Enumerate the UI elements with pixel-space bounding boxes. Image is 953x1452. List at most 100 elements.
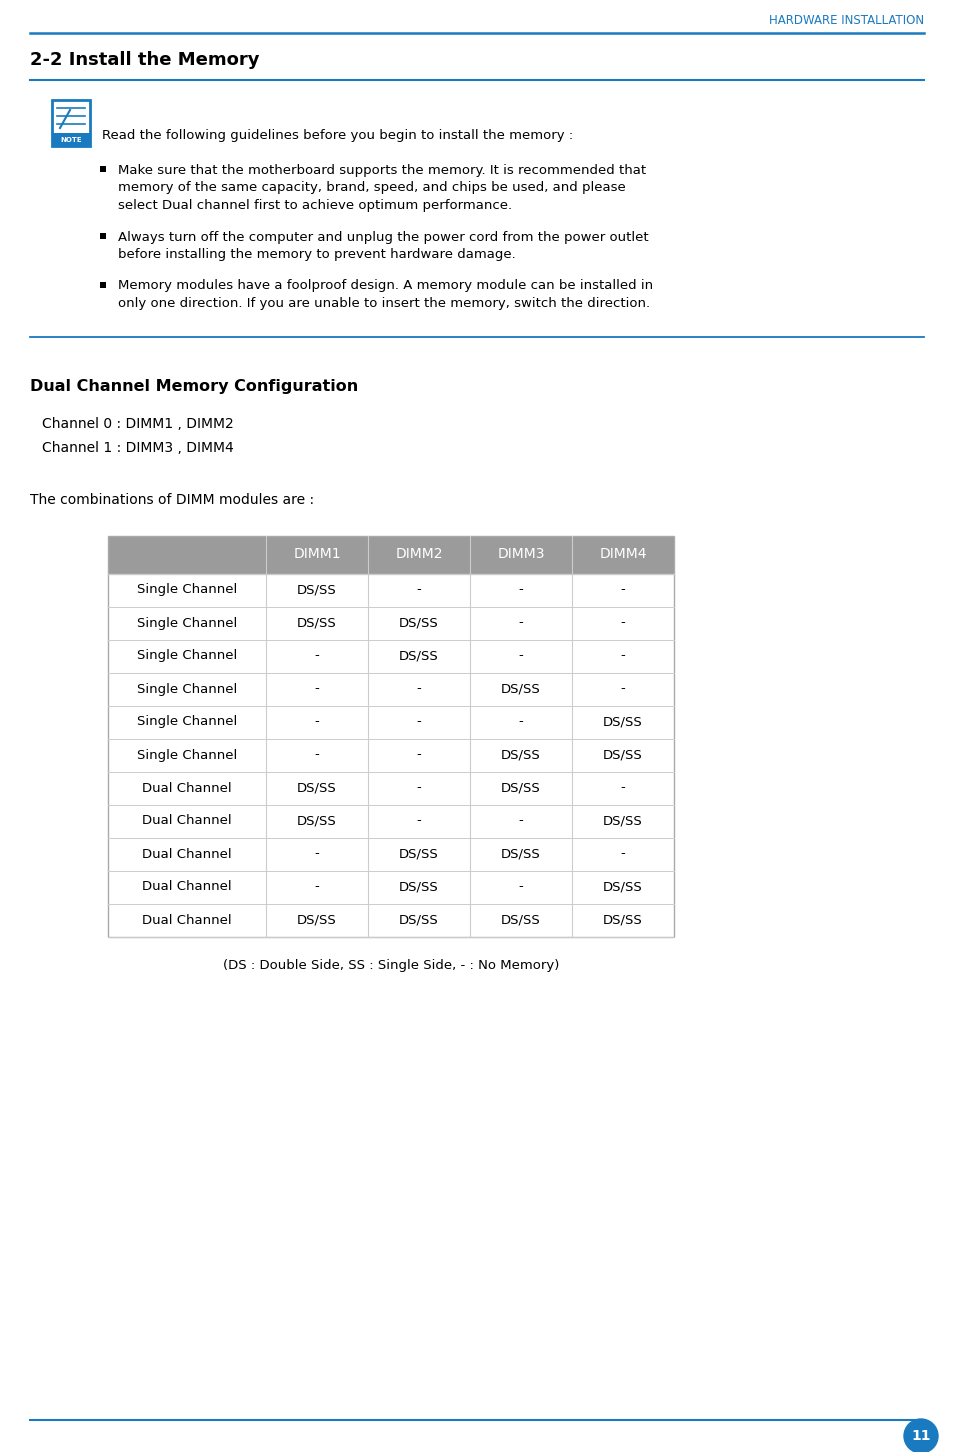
Text: -: -	[518, 815, 523, 828]
Text: -: -	[518, 716, 523, 729]
Bar	[266, 639, 368, 672]
Text: -: -	[620, 848, 625, 861]
Text: -: -	[620, 584, 625, 597]
Text: Make sure that the motherboard supports the memory. It is recommended that: Make sure that the motherboard supports …	[118, 164, 645, 177]
Bar	[572, 607, 673, 639]
Text: DS/SS: DS/SS	[398, 913, 438, 926]
Text: 2-2 Install the Memory: 2-2 Install the Memory	[30, 51, 259, 70]
Bar	[572, 706, 673, 739]
Bar	[470, 739, 572, 771]
Bar	[108, 771, 266, 804]
Text: Channel 0 : DIMM1 , DIMM2: Channel 0 : DIMM1 , DIMM2	[42, 418, 233, 431]
Bar	[470, 903, 572, 937]
Bar	[470, 804, 572, 838]
Bar	[266, 607, 368, 639]
Bar	[368, 804, 470, 838]
Bar	[266, 871, 368, 903]
Text: Single Channel: Single Channel	[136, 748, 237, 761]
Bar	[368, 574, 470, 607]
Text: before installing the memory to prevent hardware damage.: before installing the memory to prevent …	[118, 248, 516, 261]
Bar	[470, 871, 572, 903]
Bar	[368, 739, 470, 771]
Bar	[572, 903, 673, 937]
Bar	[572, 771, 673, 804]
Bar	[108, 871, 266, 903]
Bar	[572, 639, 673, 672]
Bar	[470, 672, 572, 706]
Text: NOTE: NOTE	[60, 136, 82, 142]
Text: DIMM2: DIMM2	[395, 547, 442, 562]
Text: only one direction. If you are unable to insert the memory, switch the direction: only one direction. If you are unable to…	[118, 298, 649, 309]
Text: -: -	[314, 649, 319, 662]
Text: Single Channel: Single Channel	[136, 617, 237, 630]
Bar	[266, 672, 368, 706]
Text: DS/SS: DS/SS	[500, 848, 540, 861]
Text: DS/SS: DS/SS	[296, 781, 336, 794]
Bar	[572, 871, 673, 903]
Text: (DS : Double Side, SS : Single Side, - : No Memory): (DS : Double Side, SS : Single Side, - :…	[223, 958, 558, 971]
Text: DS/SS: DS/SS	[602, 815, 642, 828]
Bar	[572, 739, 673, 771]
Text: Dual Channel Memory Configuration: Dual Channel Memory Configuration	[30, 379, 358, 393]
Bar	[368, 871, 470, 903]
Text: Dual Channel: Dual Channel	[142, 815, 232, 828]
Text: DS/SS: DS/SS	[296, 913, 336, 926]
Bar	[108, 804, 266, 838]
Text: DIMM3: DIMM3	[497, 547, 544, 562]
Text: Dual Channel: Dual Channel	[142, 848, 232, 861]
Text: DIMM1: DIMM1	[293, 547, 340, 562]
Bar	[108, 639, 266, 672]
Bar	[108, 672, 266, 706]
Bar	[470, 574, 572, 607]
Text: Dual Channel: Dual Channel	[142, 781, 232, 794]
Text: -: -	[314, 880, 319, 893]
Text: select Dual channel first to achieve optimum performance.: select Dual channel first to achieve opt…	[118, 199, 512, 212]
Bar	[368, 771, 470, 804]
Bar	[572, 804, 673, 838]
Text: Memory modules have a foolproof design. A memory module can be installed in: Memory modules have a foolproof design. …	[118, 279, 653, 292]
Bar	[470, 639, 572, 672]
Text: DS/SS: DS/SS	[296, 815, 336, 828]
Text: DS/SS: DS/SS	[500, 682, 540, 696]
Bar	[266, 574, 368, 607]
Text: memory of the same capacity, brand, speed, and chips be used, and please: memory of the same capacity, brand, spee…	[118, 182, 625, 195]
Bar	[108, 706, 266, 739]
Bar	[100, 282, 106, 287]
Text: -: -	[518, 617, 523, 630]
Text: DS/SS: DS/SS	[500, 781, 540, 794]
Bar	[100, 232, 106, 238]
Text: -: -	[416, 748, 421, 761]
Text: Dual Channel: Dual Channel	[142, 880, 232, 893]
Bar	[266, 903, 368, 937]
Bar	[108, 574, 266, 607]
Text: DS/SS: DS/SS	[398, 848, 438, 861]
Text: -: -	[518, 584, 523, 597]
Bar	[52, 134, 90, 147]
Bar	[368, 536, 470, 574]
Bar	[368, 838, 470, 871]
Text: DS/SS: DS/SS	[602, 913, 642, 926]
Text: Channel 1 : DIMM3 , DIMM4: Channel 1 : DIMM3 , DIMM4	[42, 440, 233, 454]
Text: -: -	[416, 781, 421, 794]
Text: -: -	[518, 649, 523, 662]
Bar	[572, 672, 673, 706]
Bar	[108, 607, 266, 639]
Bar	[266, 804, 368, 838]
Bar	[266, 536, 368, 574]
Text: -: -	[416, 682, 421, 696]
Bar	[572, 838, 673, 871]
Text: Dual Channel: Dual Channel	[142, 913, 232, 926]
Bar	[470, 607, 572, 639]
Bar	[368, 706, 470, 739]
Bar	[470, 771, 572, 804]
Text: Single Channel: Single Channel	[136, 682, 237, 696]
Text: -: -	[314, 682, 319, 696]
Bar	[470, 706, 572, 739]
Bar	[266, 771, 368, 804]
Text: DS/SS: DS/SS	[296, 584, 336, 597]
Text: DS/SS: DS/SS	[398, 617, 438, 630]
Bar	[266, 706, 368, 739]
Bar	[368, 672, 470, 706]
Text: DS/SS: DS/SS	[296, 617, 336, 630]
Text: DS/SS: DS/SS	[398, 649, 438, 662]
